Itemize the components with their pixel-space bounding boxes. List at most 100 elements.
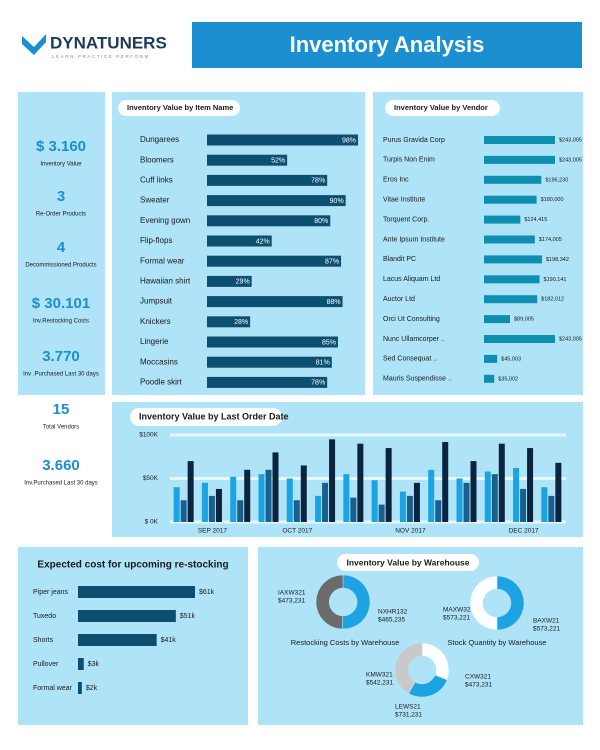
bar [207,356,332,368]
title-banner [192,22,582,68]
segment-value: $473,231 [278,598,305,605]
category-label: Eros Inc [383,177,409,184]
bar [484,215,521,224]
bar [484,275,540,284]
value-label: 87% [325,259,339,266]
category-label: Hawaiian shirt [140,277,191,286]
kpi-label: Inv .Purchased Last 30 days [23,372,99,378]
value-label: 78% [311,178,325,185]
kpi-label: Inventory Value [40,162,82,168]
kpi-label: Decommissioned Products [25,263,96,269]
value-label: $198,342 [546,257,569,263]
donut-segment [469,575,498,631]
warehouse-panel [258,547,583,725]
value-label: 98% [342,137,356,144]
category-label: Cuff links [140,176,173,185]
value-label: $182,012 [541,297,564,303]
value-label: 90% [330,198,344,205]
chart-title: Inventory Value by Vendor [394,103,488,112]
bar [180,500,187,522]
value-label: $124,415 [524,217,547,223]
bar [207,235,272,247]
bar [207,275,252,287]
y-tick-label: $50K [143,475,159,482]
x-tick-label: NOV 2017 [395,528,426,535]
bar [428,469,435,522]
category-label: Poodle skirt [140,378,183,387]
donut-segment [342,574,371,630]
y-tick-label: $ 0K [145,519,159,526]
donut-subtitle: Stock Quantity by Warehouse [448,638,547,647]
category-label: Lingerie [140,337,169,346]
value-label: $45,003 [501,356,521,362]
chart-title: Expected cost for upcoming re-stocking [37,560,228,571]
segment-label: NXHR132 [378,609,408,616]
value-label: $2k [86,685,98,692]
bar [520,488,527,522]
category-label: Ante Ipsum Institute [383,236,445,243]
bar [484,335,555,343]
bar [208,495,215,522]
chart-title: Inventory Value by Item Name [127,103,233,112]
category-label: Sed Consequat .. [383,356,437,363]
x-tick-label: DEC 2017 [509,528,539,535]
value-label: $243,005 [559,137,582,143]
bar [470,461,477,522]
bar [484,315,511,324]
value-label: 28% [234,319,248,326]
value-label: $196,230 [545,177,568,183]
bar [413,482,420,522]
bar [187,461,194,522]
bar [322,482,329,522]
category-label: Shorts [33,637,54,644]
value-label: 88% [327,299,341,306]
page-title: Inventory Analysis [290,32,485,57]
category-label: Flip-flops [140,236,172,245]
donut-segment [315,574,344,630]
x-tick-label: SEP 2017 [198,528,228,535]
bar [435,500,442,522]
segment-label: KMW321 [366,672,393,679]
category-label: Formal wear [33,685,73,692]
bar [406,495,413,522]
segment-value: $542,231 [366,680,393,687]
bar [357,443,364,522]
bar [484,471,491,522]
bar [207,195,346,207]
value-label: $190,141 [544,277,567,283]
value-label: 80% [314,218,328,225]
value-label: $180,000 [541,197,564,203]
bar [237,500,244,522]
bar [343,474,350,522]
segment-label: LEWS21 [395,704,421,711]
bar [207,336,338,348]
bar [215,488,222,522]
value-label: $41k [161,637,177,644]
donut-segment [496,575,525,631]
bar [456,478,463,522]
category-label: Blandit PC [383,256,416,263]
kpi-value: $ 30.101 [32,295,90,312]
bar [371,480,378,522]
logo-mark [22,34,46,55]
category-label: Jumpsuit [140,297,173,306]
bar [378,504,385,522]
bar [484,374,495,383]
y-tick-label: $100K [139,432,158,439]
category-label: Nunc Ullamcorper .. [383,336,445,343]
value-label: $51k [180,613,196,620]
category-label: Vitae Institute [383,197,425,204]
tagline: LEARN PRACTICE PERFORM [52,54,150,59]
bar [513,468,520,522]
donut-subtitle: Restocking Costs by Warehouse [291,638,400,647]
bar [207,316,251,328]
bar [484,136,555,144]
bar [527,448,534,522]
kpi-value: 4 [57,239,66,256]
x-tick-label: OCT 2017 [282,528,312,535]
bar [329,439,336,522]
bar [207,376,328,388]
segment-value: $473,231 [465,682,492,689]
value-label: $35,002 [498,376,518,382]
category-label: Purus Gravida Corp [383,137,445,144]
